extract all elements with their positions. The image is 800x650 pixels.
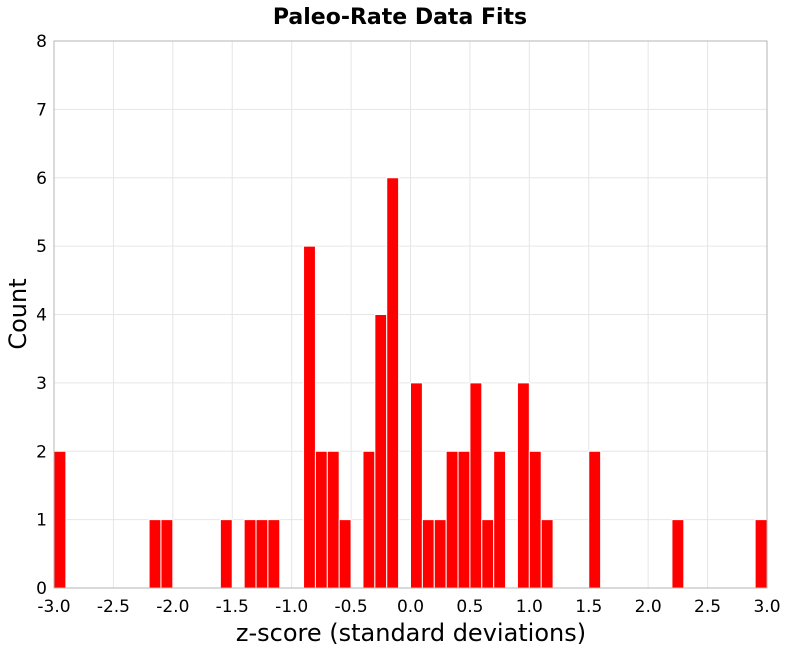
histogram-bar xyxy=(255,519,269,589)
histogram-bar xyxy=(362,450,376,589)
histogram-bar xyxy=(421,519,435,589)
y-tick-label: 0 xyxy=(36,579,47,599)
histogram-bar xyxy=(314,450,328,589)
x-tick-label: -2.0 xyxy=(156,597,189,617)
histogram-bar xyxy=(457,450,471,589)
histogram-bar xyxy=(386,177,400,589)
x-tick-label: 0.5 xyxy=(456,597,483,617)
histogram-bar xyxy=(671,519,685,589)
x-tick-label: -1.0 xyxy=(275,597,308,617)
histogram-bar xyxy=(445,450,459,589)
x-tick-label: 2.0 xyxy=(635,597,662,617)
histogram-bar xyxy=(516,382,530,589)
y-axis-ticks: 0 1 2 3 4 5 6 7 8 xyxy=(36,32,47,599)
y-tick-label: 8 xyxy=(36,32,47,52)
y-axis-title: Count xyxy=(4,278,32,349)
histogram-bar xyxy=(493,450,507,589)
x-tick-label: -1.5 xyxy=(216,597,249,617)
y-tick-label: 4 xyxy=(36,306,47,326)
y-tick-label: 7 xyxy=(36,100,47,120)
histogram-bar xyxy=(267,519,281,589)
x-tick-label: 3.0 xyxy=(753,597,780,617)
x-tick-label: 0.0 xyxy=(397,597,424,617)
histogram-bar xyxy=(338,519,352,589)
x-axis-title: z-score (standard deviations) xyxy=(236,619,586,647)
histogram-bar xyxy=(528,450,542,589)
histogram-bar xyxy=(53,450,67,589)
histogram-bar xyxy=(219,519,233,589)
chart-title: Paleo-Rate Data Fits xyxy=(273,5,527,30)
histogram-bar xyxy=(481,519,495,589)
histogram-bar xyxy=(303,245,316,589)
histogram-bar xyxy=(374,314,388,589)
y-tick-label: 3 xyxy=(36,374,47,394)
x-tick-label: -0.5 xyxy=(334,597,367,617)
x-tick-label: 1.5 xyxy=(575,597,602,617)
histogram-bar xyxy=(148,519,162,589)
x-tick-label: -2.5 xyxy=(97,597,130,617)
y-tick-label: 5 xyxy=(36,237,47,257)
plot-frame xyxy=(53,40,768,589)
y-tick-label: 6 xyxy=(36,169,47,189)
histogram-bar xyxy=(326,450,340,589)
histogram-bar xyxy=(160,519,174,589)
y-tick-label: 2 xyxy=(36,442,47,462)
histogram-bar xyxy=(588,450,602,589)
x-tick-label: 2.5 xyxy=(694,597,721,617)
histogram-bar xyxy=(410,382,423,589)
histogram-bar xyxy=(433,519,447,589)
histogram-bar xyxy=(754,519,768,589)
histogram-bar xyxy=(469,382,483,589)
x-axis-ticks: -3.0 -2.5 -2.0 -1.5 -1.0 -0.5 0.0 0.5 1.0 1.5 2.0 2… xyxy=(37,597,780,617)
y-tick-label: 1 xyxy=(36,511,47,531)
bars xyxy=(53,177,768,589)
x-tick-label: 1.0 xyxy=(516,597,543,617)
histogram-bar xyxy=(243,519,257,589)
x-tick-label: -3.0 xyxy=(37,597,70,617)
histogram-bar xyxy=(540,519,554,589)
